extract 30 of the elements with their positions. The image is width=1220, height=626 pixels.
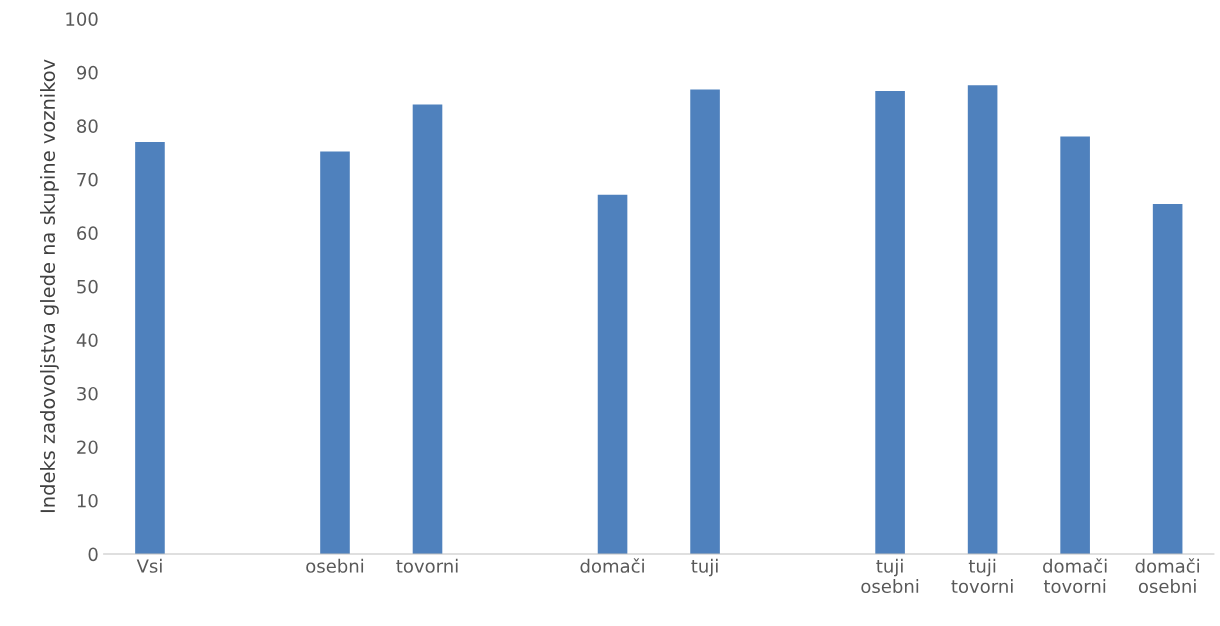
x-tick-label: tuji tovorni bbox=[951, 558, 1013, 594]
y-tick-label: 30 bbox=[77, 386, 98, 401]
x-tick-label: tovorni bbox=[396, 558, 458, 573]
x-tick-label: tuji bbox=[691, 558, 718, 577]
y-tick-label: 50 bbox=[77, 279, 98, 294]
x-tick-label: domači bbox=[580, 558, 644, 573]
y-tick-label: 70 bbox=[77, 172, 98, 187]
bar bbox=[690, 89, 720, 555]
x-tick-label: domači tovorni bbox=[1043, 558, 1107, 594]
y-tick-label: 10 bbox=[77, 493, 98, 508]
bar bbox=[1152, 203, 1183, 555]
bar bbox=[320, 151, 350, 555]
y-tick-label: 90 bbox=[77, 65, 98, 80]
y-tick-label: 60 bbox=[77, 226, 98, 240]
x-tick-label: tuji osebni bbox=[861, 558, 919, 594]
y-axis-title: Indeks zadovoljstva glede na skupine voznikov bbox=[40, 59, 59, 513]
bar bbox=[967, 85, 998, 555]
bar bbox=[412, 104, 443, 555]
y-tick-label: 40 bbox=[76, 333, 98, 348]
bar bbox=[1060, 136, 1090, 555]
x-tick-label: Vsi bbox=[136, 558, 162, 573]
y-tick-label: 20 bbox=[77, 440, 98, 455]
bar bbox=[597, 194, 628, 555]
x-tick-label: osebni bbox=[306, 558, 364, 573]
bar bbox=[875, 91, 905, 555]
x-tick-label: domači osebni bbox=[1135, 558, 1199, 594]
bar bbox=[135, 141, 165, 555]
y-tick-label: 100 bbox=[66, 12, 98, 26]
y-tick-label: 80 bbox=[77, 119, 98, 133]
y-tick-label: 0 bbox=[88, 547, 98, 562]
